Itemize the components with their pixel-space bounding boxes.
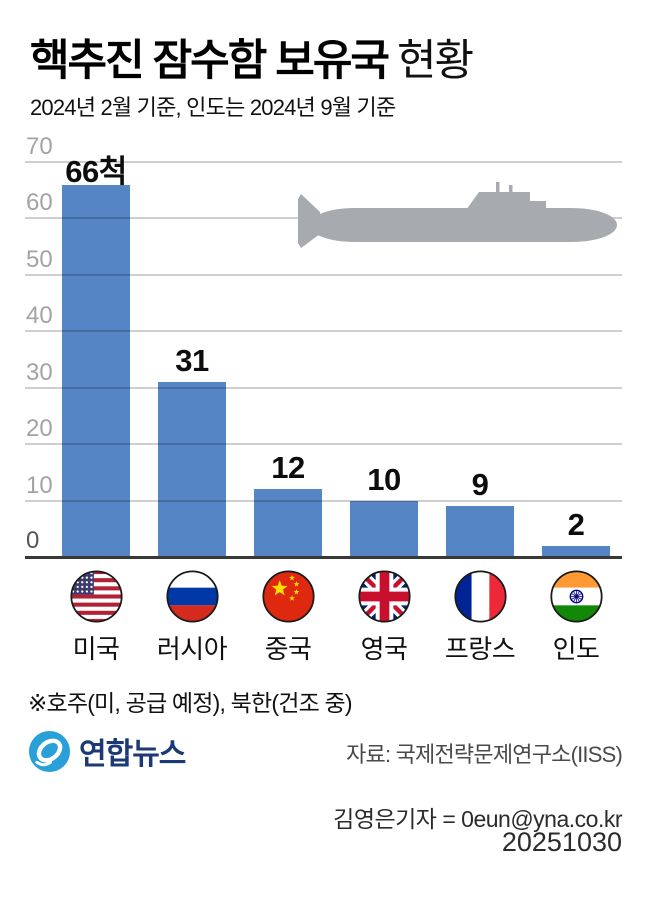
yonhap-logo-icon — [28, 730, 71, 773]
category-label-cn: 중국 — [264, 634, 312, 664]
bar-프랑스 — [446, 506, 514, 557]
gridline — [25, 386, 622, 389]
y-tick-label: 60 — [26, 189, 53, 217]
bar-러시아 — [158, 382, 226, 557]
flag-ru-icon — [165, 570, 219, 623]
page-title-main: 핵추진 잠수함 보유국 — [30, 37, 390, 85]
bar-value-label: 31 — [175, 343, 209, 379]
bar-value-label: 66척 — [65, 153, 127, 189]
category-label-ru: 러시아 — [156, 634, 228, 664]
bar-인도 — [542, 545, 610, 557]
y-tick-label: 0 — [26, 527, 40, 554]
submarine-icon — [298, 170, 620, 248]
y-tick-label: 10 — [26, 471, 53, 499]
bar-value-label: 9 — [471, 467, 489, 503]
flag-gb-icon — [357, 570, 411, 623]
x-axis-line — [25, 556, 622, 559]
category-label-in: 인도 — [552, 634, 600, 664]
flag-fr-icon — [453, 570, 507, 623]
reporter-byline: 김영은기자 = 0eun@yna.co.kr — [333, 806, 622, 832]
bar-중국 — [254, 489, 322, 557]
flag-in-icon — [549, 570, 603, 623]
flag-us-icon — [69, 570, 123, 623]
y-tick-label: 70 — [26, 133, 53, 160]
gridline — [25, 499, 622, 502]
yonhap-logo-text: 연합뉴스 — [79, 738, 186, 771]
bar-영국 — [350, 500, 418, 557]
y-tick-label: 50 — [26, 245, 53, 273]
y-tick-label: 20 — [26, 415, 53, 443]
gridline — [25, 330, 622, 333]
category-label-gb: 영국 — [360, 634, 408, 664]
y-tick-label: 40 — [26, 302, 53, 330]
bar-미국 — [62, 184, 130, 557]
date-stamp: 20251030 — [501, 827, 622, 857]
bar-value-label: 2 — [567, 506, 585, 542]
gridline — [25, 443, 622, 446]
page-title: 핵추진 잠수함 보유국 현황 — [30, 26, 474, 88]
yonhap-logo: 연합뉴스 — [28, 729, 186, 773]
category-label-fr: 프랑스 — [444, 634, 516, 664]
gridline — [25, 161, 622, 163]
bar-value-label: 12 — [271, 450, 305, 486]
footnote: ※호주(미, 공급 예정), 북한(건조 중) — [28, 690, 353, 716]
source-credit: 자료: 국제전략문제연구소(IISS) — [346, 742, 623, 767]
flag-cn-icon — [261, 570, 315, 623]
category-label-us: 미국 — [72, 634, 120, 664]
gridline — [25, 273, 622, 276]
page-subtitle: 2024년 2월 기준, 인도는 2024년 9월 기준 — [30, 95, 396, 120]
y-tick-label: 30 — [26, 358, 53, 386]
page-title-suffix: 현황 — [396, 37, 474, 85]
bar-value-label: 10 — [367, 461, 401, 497]
